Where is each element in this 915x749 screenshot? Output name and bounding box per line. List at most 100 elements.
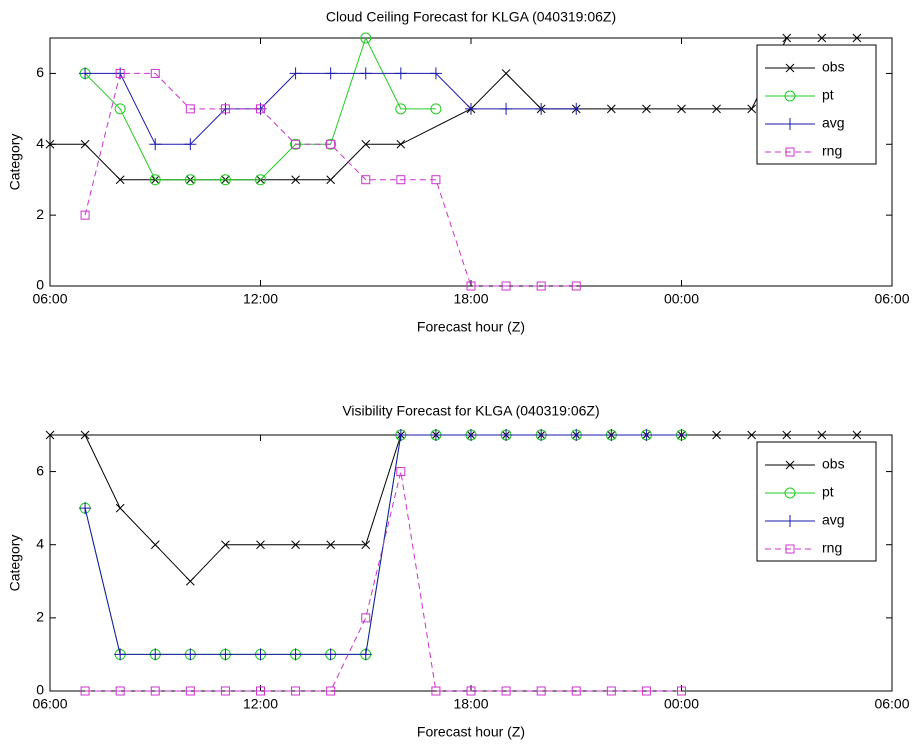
y-tick-label: 6	[36, 64, 44, 80]
plot-area	[49, 37, 893, 287]
point	[361, 540, 371, 550]
point	[326, 540, 336, 550]
point	[431, 175, 441, 185]
point	[571, 686, 581, 696]
point	[326, 686, 336, 696]
point	[114, 103, 126, 115]
point	[501, 686, 511, 696]
y-tick-label: 6	[36, 462, 44, 478]
point	[466, 686, 476, 696]
point	[149, 648, 162, 661]
y-tick-label: 4	[36, 135, 44, 151]
point	[536, 686, 546, 696]
x-tick-label: 00:00	[664, 696, 699, 712]
chart-title: Cloud Ceiling Forecast for KLGA (040319:…	[326, 9, 616, 25]
point	[606, 104, 616, 114]
point	[184, 174, 196, 186]
point	[291, 175, 300, 185]
point	[45, 139, 55, 149]
point	[359, 648, 372, 661]
point	[677, 104, 686, 114]
point	[150, 540, 160, 550]
point	[747, 104, 757, 114]
y-axis-label: Category	[7, 134, 23, 191]
x-tick-label: 06:00	[874, 291, 909, 307]
point	[291, 540, 300, 550]
legend-marker	[785, 63, 795, 73]
series-line	[50, 434, 857, 583]
point	[256, 686, 265, 696]
legend-box	[756, 44, 877, 165]
x-tick-label: 06:00	[874, 696, 909, 712]
point	[185, 104, 195, 114]
legend-label: rng	[822, 540, 842, 556]
point	[289, 648, 302, 661]
point	[712, 430, 721, 440]
point	[394, 429, 407, 441]
point	[501, 281, 511, 291]
point	[747, 430, 757, 440]
point	[535, 102, 548, 115]
point	[466, 281, 476, 291]
series	[45, 33, 862, 185]
point	[852, 33, 862, 43]
point	[115, 68, 125, 78]
point	[361, 175, 371, 185]
point	[326, 175, 336, 185]
point	[115, 175, 125, 185]
point	[361, 139, 371, 149]
y-tick-label: 4	[36, 535, 44, 551]
legend-marker	[784, 118, 796, 130]
point	[852, 430, 862, 440]
legend-marker	[784, 90, 796, 102]
point	[394, 67, 407, 80]
point	[712, 104, 721, 114]
point	[571, 281, 581, 291]
legend-label: rng	[822, 143, 842, 159]
x-tick-label: 12:00	[243, 696, 278, 712]
series	[80, 467, 686, 696]
series-line	[84, 72, 577, 287]
point	[80, 210, 90, 220]
series-line	[85, 471, 682, 692]
series	[45, 430, 862, 586]
point	[396, 467, 406, 477]
legend-label: pt	[822, 484, 834, 500]
point	[675, 429, 688, 441]
legend-label: obs	[822, 59, 845, 75]
point	[291, 686, 301, 696]
point	[677, 686, 686, 696]
point	[220, 686, 230, 696]
point	[431, 686, 441, 696]
point	[429, 67, 442, 80]
point	[256, 104, 265, 114]
series	[79, 67, 583, 151]
point	[115, 503, 125, 513]
y-tick-label: 0	[36, 682, 44, 698]
x-tick-label: 18:00	[453, 291, 488, 307]
x-tick-label: 18:00	[453, 696, 488, 712]
point	[80, 139, 90, 149]
point	[150, 686, 160, 696]
y-tick-label: 0	[36, 277, 44, 293]
point	[500, 102, 513, 115]
point	[256, 540, 265, 550]
y-axis-label: Category	[7, 535, 23, 592]
series-line	[50, 37, 857, 181]
point	[396, 175, 406, 185]
legend-marker	[784, 487, 796, 499]
legend-marker	[785, 460, 795, 470]
point	[45, 430, 55, 440]
point	[570, 429, 583, 441]
series	[80, 68, 581, 291]
point	[291, 139, 301, 149]
point	[500, 429, 513, 441]
point	[220, 104, 230, 114]
point	[80, 430, 90, 440]
point	[359, 67, 372, 80]
point	[782, 430, 792, 440]
x-tick-label: 06:00	[32, 696, 67, 712]
legend-marker	[785, 147, 795, 157]
point	[219, 174, 231, 186]
